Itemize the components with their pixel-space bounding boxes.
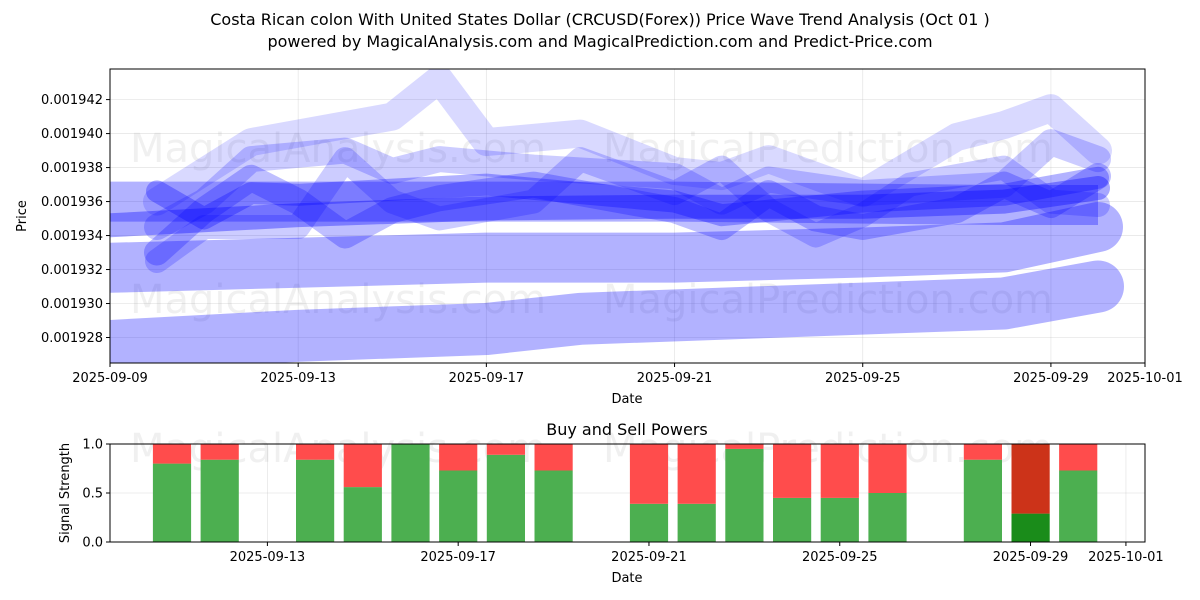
buy-bar xyxy=(534,470,573,542)
sell-bar xyxy=(677,444,716,504)
signal-x-tick-label: 2025-09-21 xyxy=(611,550,687,565)
watermark-bottom-left: MagicalAnalysis.com xyxy=(130,277,546,323)
signal-y-axis: 0.0 0.5 1.0 xyxy=(82,438,110,551)
sell-bar xyxy=(486,444,525,455)
sell-bar xyxy=(629,444,669,504)
wave-band-7 xyxy=(144,129,1111,240)
main-x-axis-label: Date xyxy=(611,392,642,407)
signal-y-tick-label: 0.0 xyxy=(82,536,103,551)
buy-bar xyxy=(677,503,716,542)
wave-band-6 xyxy=(144,163,1111,266)
wave-band-2 xyxy=(110,202,1123,293)
sell-bar xyxy=(534,444,573,471)
main-y-tick-label: 0.001932 xyxy=(41,263,103,278)
wave-band-8 xyxy=(143,69,1112,216)
buy-bar xyxy=(200,459,239,542)
main-x-axis: 2025-09-09 2025-09-13 2025-09-17 2025-09-21… xyxy=(72,363,1183,386)
sell-bar xyxy=(1059,444,1098,471)
sell-bar xyxy=(963,444,1002,460)
main-x-tick-label: 2025-09-13 xyxy=(260,371,336,386)
sell-bar xyxy=(868,444,907,493)
wave-band-4 xyxy=(110,176,1110,238)
wave-band-3 xyxy=(110,181,1098,225)
sell-bar xyxy=(725,444,764,449)
main-y-axis: 0.001928 0.001930 0.001932 0.001934 0.001936… xyxy=(41,93,110,346)
watermark-signal-left: MagicalAnalysis.com xyxy=(130,426,546,472)
main-y-axis-label: Price xyxy=(15,200,30,232)
sell-bar xyxy=(773,444,812,498)
buy-bar xyxy=(296,459,335,542)
main-x-tick-label: 2025-09-25 xyxy=(825,371,901,386)
signal-x-tick-label: 2025-09-29 xyxy=(993,550,1069,565)
signal-x-axis: 2025-09-13 2025-09-17 2025-09-21 2025-09-25… xyxy=(230,542,1164,565)
signal-x-axis-label: Date xyxy=(611,571,642,586)
main-y-tick-label: 0.001930 xyxy=(41,297,103,312)
wave-bands xyxy=(110,69,1124,363)
watermark-bottom-right: MagicalPrediction.com xyxy=(603,277,1053,323)
signal-x-tick-label: 2025-09-25 xyxy=(802,550,878,565)
sell-bar xyxy=(343,444,382,488)
main-x-tick-label: 2025-10-01 xyxy=(1107,371,1183,386)
buy-bar xyxy=(773,497,812,542)
buy-bar xyxy=(629,503,669,542)
main-x-tick-label: 2025-09-21 xyxy=(637,371,713,386)
main-plot-frame xyxy=(109,68,1146,364)
chart-subtitle: powered by MagicalAnalysis.com and Magic… xyxy=(267,32,933,51)
signal-chart-title: Buy and Sell Powers xyxy=(546,420,708,439)
main-x-tick-label: 2025-09-29 xyxy=(1013,371,1089,386)
main-y-tick-label: 0.001940 xyxy=(41,127,103,142)
main-x-tick-label: 2025-09-09 xyxy=(72,371,148,386)
sell-bar xyxy=(439,444,478,471)
main-grid xyxy=(109,69,1146,363)
main-y-tick-label: 0.001942 xyxy=(41,93,103,108)
buy-bar xyxy=(963,459,1002,542)
sell-bar xyxy=(820,444,859,498)
main-y-tick-label: 0.001936 xyxy=(41,195,103,210)
main-x-tick-label: 2025-09-17 xyxy=(449,371,525,386)
signal-bars xyxy=(152,444,1098,542)
buy-bar xyxy=(486,454,525,542)
chart-title: Costa Rican colon With United States Dol… xyxy=(210,10,990,29)
main-y-tick-label: 0.001928 xyxy=(41,331,103,346)
watermark-top-right: MagicalPrediction.com xyxy=(603,126,1053,172)
buy-bar xyxy=(820,497,859,542)
buy-bar xyxy=(1059,470,1098,542)
buy-bar xyxy=(152,463,192,542)
main-y-tick-label: 0.001938 xyxy=(41,161,103,176)
sell-bar xyxy=(1011,444,1050,514)
buy-bar xyxy=(391,444,430,542)
wave-band-1 xyxy=(110,260,1124,363)
watermark-top-left: MagicalAnalysis.com xyxy=(130,126,546,172)
signal-y-tick-label: 1.0 xyxy=(82,438,103,453)
buy-bar xyxy=(868,493,907,542)
wave-band-5 xyxy=(146,166,1109,230)
signal-y-tick-label: 0.5 xyxy=(82,487,103,502)
sell-bar xyxy=(296,444,335,460)
signal-x-tick-label: 2025-09-13 xyxy=(230,550,306,565)
sell-bar xyxy=(152,444,192,464)
buy-bar xyxy=(439,470,478,542)
sell-bar xyxy=(200,444,239,460)
buy-bar xyxy=(725,448,764,542)
buy-bar xyxy=(343,487,382,542)
signal-x-tick-label: 2025-09-17 xyxy=(420,550,496,565)
buy-bar xyxy=(1011,513,1050,542)
main-y-tick-label: 0.001934 xyxy=(41,229,103,244)
signal-y-axis-label: Signal Strength xyxy=(58,443,73,543)
signal-x-tick-label: 2025-10-01 xyxy=(1088,550,1164,565)
wave-band-9 xyxy=(145,147,1110,273)
